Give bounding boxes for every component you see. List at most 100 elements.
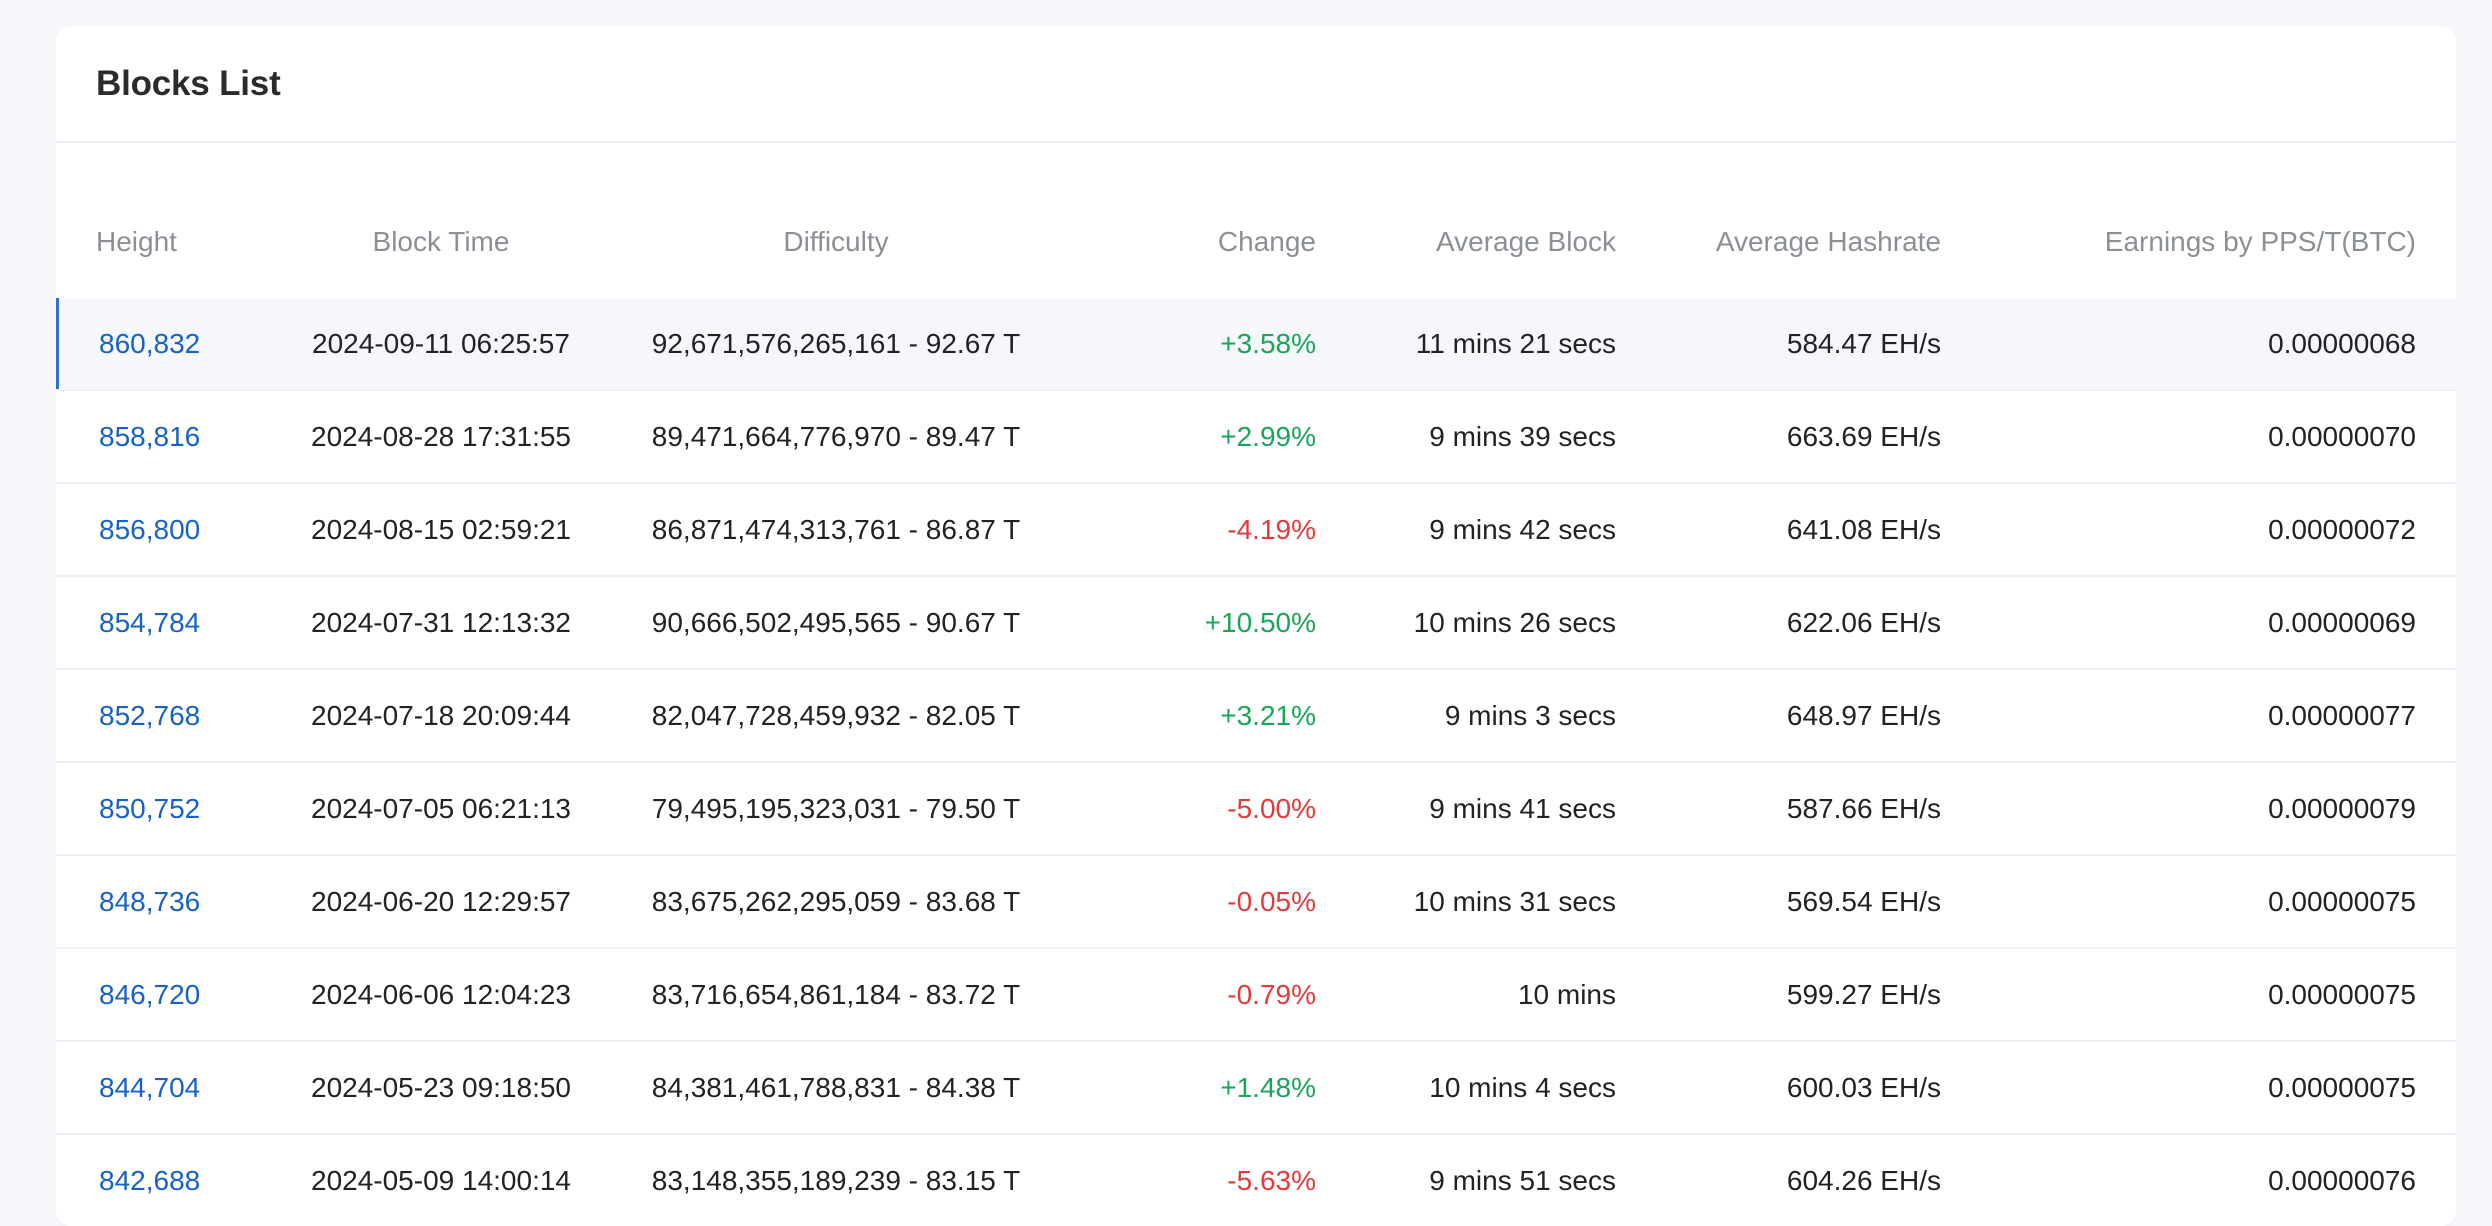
table-row[interactable]: 852,768 2024-07-18 20:09:44 82,047,728,4… [56, 669, 2456, 763]
difficulty-cell: 89,471,664,776,970 - 89.47 T [606, 390, 1066, 484]
earnings-cell: 0.00000069 [1941, 576, 2456, 670]
height-link[interactable]: 846,720 [99, 978, 201, 1010]
average-block-cell: 10 mins [1316, 948, 1616, 1042]
earnings-cell: 0.00000070 [1941, 390, 2456, 484]
height-link[interactable]: 844,704 [99, 1071, 201, 1103]
table-header: Height Block Time Difficulty Change Aver… [56, 186, 2456, 298]
table-row[interactable]: 850,752 2024-07-05 06:21:13 79,495,195,3… [56, 762, 2456, 856]
column-header-height: Height [96, 226, 177, 257]
height-link[interactable]: 852,768 [99, 699, 201, 731]
height-cell: 860,832 [56, 298, 276, 391]
average-hashrate-cell: 604.26 EH/s [1616, 1134, 1941, 1226]
table-row[interactable]: 844,704 2024-05-23 09:18:50 84,381,461,7… [56, 1041, 2456, 1135]
change-cell: +2.99% [1066, 390, 1316, 484]
average-block-cell: 9 mins 3 secs [1316, 669, 1616, 763]
block-time-cell: 2024-07-18 20:09:44 [276, 669, 606, 763]
earnings-cell: 0.00000077 [1941, 669, 2456, 763]
difficulty-cell: 90,666,502,495,565 - 90.67 T [606, 576, 1066, 670]
height-cell: 842,688 [56, 1134, 276, 1226]
card-header: Blocks List [56, 26, 2456, 143]
table-row[interactable]: 842,688 2024-05-09 14:00:14 83,148,355,1… [56, 1134, 2456, 1226]
change-cell: -4.19% [1066, 483, 1316, 577]
change-cell: +3.21% [1066, 669, 1316, 763]
earnings-cell: 0.00000075 [1941, 1041, 2456, 1135]
table-body: 860,832 2024-09-11 06:25:57 92,671,576,2… [56, 298, 2456, 1226]
average-block-cell: 10 mins 31 secs [1316, 855, 1616, 949]
column-header-earnings: Earnings by PPS/T(BTC) [2104, 226, 2416, 257]
average-block-cell: 9 mins 42 secs [1316, 483, 1616, 577]
height-cell: 850,752 [56, 762, 276, 856]
block-time-cell: 2024-08-28 17:31:55 [276, 390, 606, 484]
table-row[interactable]: 860,832 2024-09-11 06:25:57 92,671,576,2… [56, 298, 2456, 391]
change-cell: +1.48% [1066, 1041, 1316, 1135]
earnings-cell: 0.00000068 [1941, 298, 2456, 391]
page-title: Blocks List [96, 63, 281, 103]
earnings-cell: 0.00000079 [1941, 762, 2456, 856]
height-link[interactable]: 854,784 [99, 606, 201, 638]
column-header-block-time: Block Time [372, 226, 510, 257]
blocks-table: Height Block Time Difficulty Change Aver… [56, 186, 2456, 1226]
average-hashrate-cell: 587.66 EH/s [1616, 762, 1941, 856]
difficulty-cell: 92,671,576,265,161 - 92.67 T [606, 298, 1066, 391]
height-link[interactable]: 850,752 [99, 792, 201, 824]
average-block-cell: 9 mins 39 secs [1316, 390, 1616, 484]
block-time-cell: 2024-07-05 06:21:13 [276, 762, 606, 856]
average-block-cell: 11 mins 21 secs [1316, 298, 1616, 391]
change-cell: -0.05% [1066, 855, 1316, 949]
height-cell: 854,784 [56, 576, 276, 670]
block-time-cell: 2024-06-20 12:29:57 [276, 855, 606, 949]
average-hashrate-cell: 641.08 EH/s [1616, 483, 1941, 577]
difficulty-cell: 79,495,195,323,031 - 79.50 T [606, 762, 1066, 856]
block-time-cell: 2024-05-09 14:00:14 [276, 1134, 606, 1226]
block-time-cell: 2024-05-23 09:18:50 [276, 1041, 606, 1135]
earnings-cell: 0.00000075 [1941, 948, 2456, 1042]
average-hashrate-cell: 600.03 EH/s [1616, 1041, 1941, 1135]
change-cell: +10.50% [1066, 576, 1316, 670]
height-link[interactable]: 858,816 [99, 420, 201, 452]
difficulty-cell: 86,871,474,313,761 - 86.87 T [606, 483, 1066, 577]
change-cell: -5.63% [1066, 1134, 1316, 1226]
block-time-cell: 2024-06-06 12:04:23 [276, 948, 606, 1042]
height-link[interactable]: 860,832 [99, 327, 201, 359]
height-link[interactable]: 848,736 [99, 885, 201, 917]
difficulty-cell: 83,716,654,861,184 - 83.72 T [606, 948, 1066, 1042]
change-cell: -5.00% [1066, 762, 1316, 856]
earnings-cell: 0.00000076 [1941, 1134, 2456, 1226]
average-hashrate-cell: 622.06 EH/s [1616, 576, 1941, 670]
average-hashrate-cell: 569.54 EH/s [1616, 855, 1941, 949]
block-time-cell: 2024-08-15 02:59:21 [276, 483, 606, 577]
blocks-list-card: Blocks List Height Block Time Difficulty… [56, 26, 2456, 1226]
table-row[interactable]: 854,784 2024-07-31 12:13:32 90,666,502,4… [56, 576, 2456, 670]
column-header-difficulty: Difficulty [783, 226, 889, 257]
height-cell: 858,816 [56, 390, 276, 484]
average-block-cell: 9 mins 51 secs [1316, 1134, 1616, 1226]
average-hashrate-cell: 663.69 EH/s [1616, 390, 1941, 484]
difficulty-cell: 83,675,262,295,059 - 83.68 T [606, 855, 1066, 949]
average-hashrate-cell: 648.97 EH/s [1616, 669, 1941, 763]
height-cell: 846,720 [56, 948, 276, 1042]
difficulty-cell: 84,381,461,788,831 - 84.38 T [606, 1041, 1066, 1135]
height-link[interactable]: 842,688 [99, 1164, 201, 1196]
earnings-cell: 0.00000075 [1941, 855, 2456, 949]
column-header-average-hashrate: Average Hashrate [1715, 226, 1941, 257]
average-hashrate-cell: 599.27 EH/s [1616, 948, 1941, 1042]
height-cell: 848,736 [56, 855, 276, 949]
table-row[interactable]: 858,816 2024-08-28 17:31:55 89,471,664,7… [56, 390, 2456, 484]
table-row[interactable]: 856,800 2024-08-15 02:59:21 86,871,474,3… [56, 483, 2456, 577]
header-row: Height Block Time Difficulty Change Aver… [56, 186, 2456, 298]
height-link[interactable]: 856,800 [99, 513, 201, 545]
column-header-average-block: Average Block [1435, 226, 1616, 257]
table-row[interactable]: 846,720 2024-06-06 12:04:23 83,716,654,8… [56, 948, 2456, 1042]
height-cell: 856,800 [56, 483, 276, 577]
difficulty-cell: 82,047,728,459,932 - 82.05 T [606, 669, 1066, 763]
average-block-cell: 10 mins 4 secs [1316, 1041, 1616, 1135]
earnings-cell: 0.00000072 [1941, 483, 2456, 577]
average-block-cell: 10 mins 26 secs [1316, 576, 1616, 670]
block-time-cell: 2024-07-31 12:13:32 [276, 576, 606, 670]
height-cell: 844,704 [56, 1041, 276, 1135]
table-row[interactable]: 848,736 2024-06-20 12:29:57 83,675,262,2… [56, 855, 2456, 949]
block-time-cell: 2024-09-11 06:25:57 [276, 298, 606, 391]
height-cell: 852,768 [56, 669, 276, 763]
change-cell: +3.58% [1066, 298, 1316, 391]
average-hashrate-cell: 584.47 EH/s [1616, 298, 1941, 391]
